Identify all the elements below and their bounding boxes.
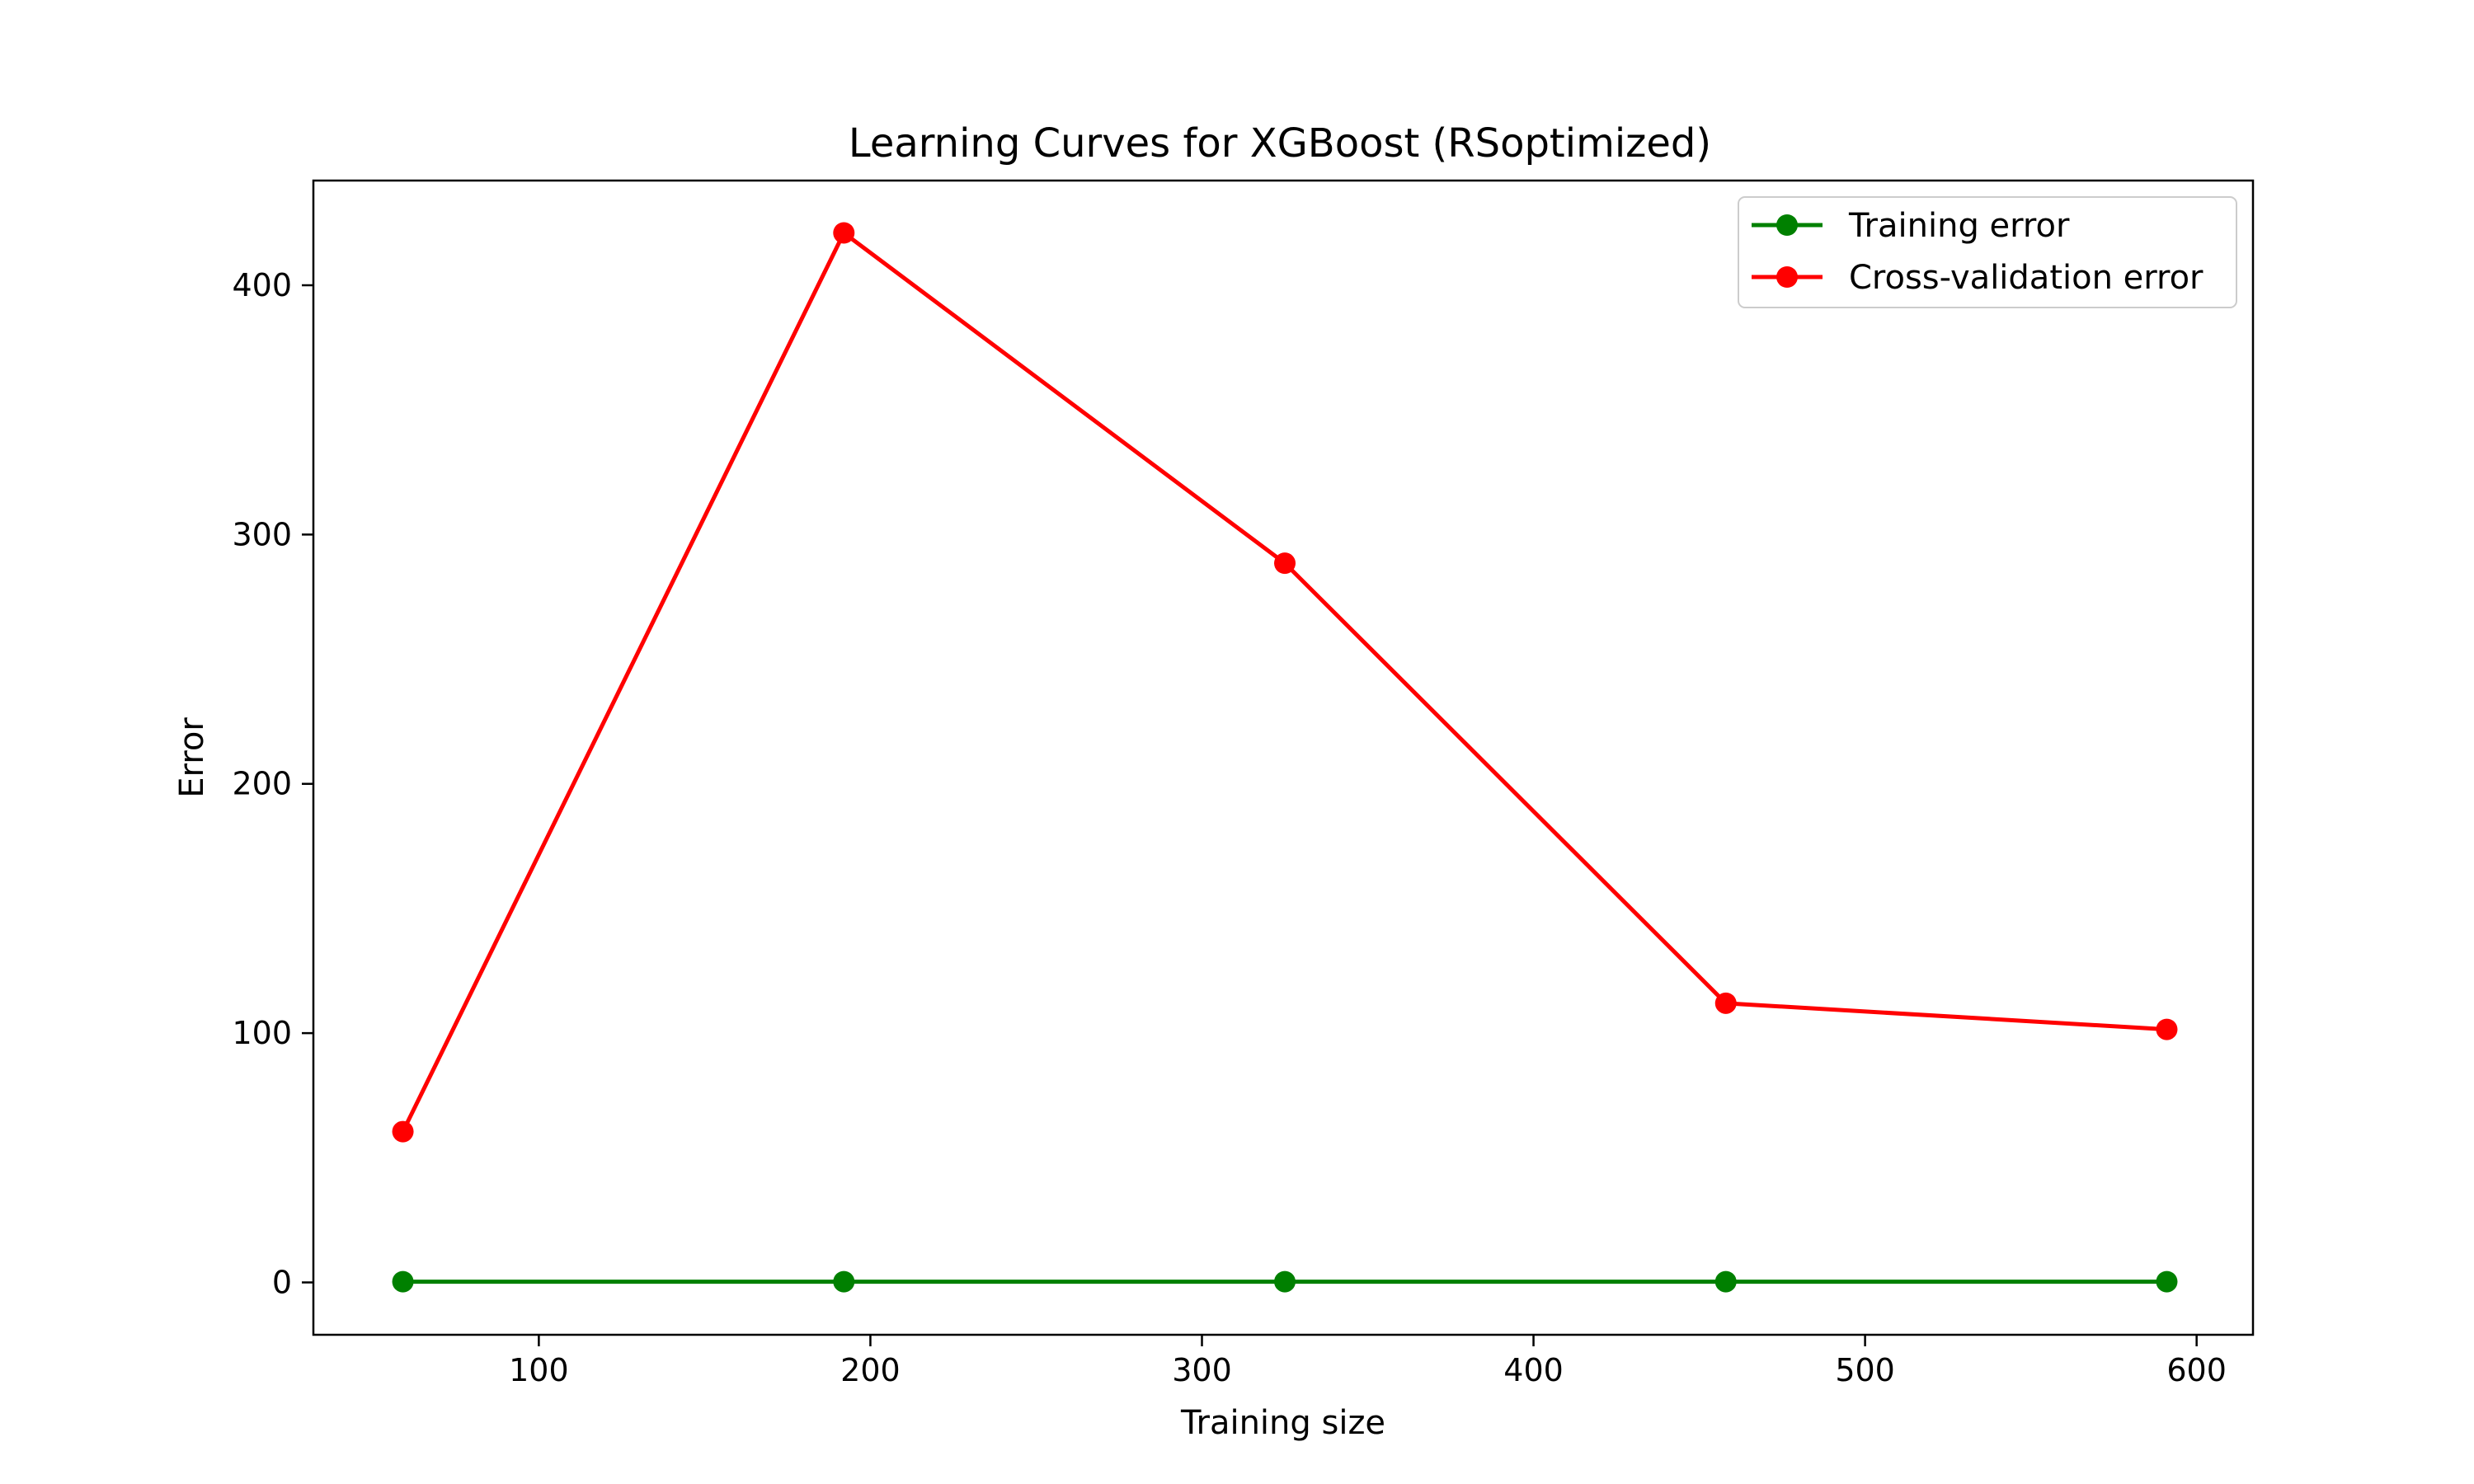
y-tick-label: 400: [232, 267, 292, 303]
series-lines: [401, 230, 2167, 1284]
y-axis-label: Error: [173, 717, 211, 798]
training-error-point: [392, 1270, 414, 1293]
cv-error-point: [1714, 992, 1737, 1014]
training-error-point: [1274, 1270, 1296, 1293]
legend-marker-cv: [1776, 266, 1798, 288]
y-tick-label: 100: [232, 1015, 292, 1051]
legend-label-cv: Cross-validation error: [1849, 259, 2204, 297]
x-tick-label: 200: [840, 1352, 901, 1388]
cv-error-point: [833, 222, 855, 244]
x-tick-label: 600: [2166, 1352, 2227, 1388]
x-tick-label: 300: [1172, 1352, 1232, 1388]
cv-error-point: [1274, 552, 1296, 575]
x-tick-label: 400: [1503, 1352, 1564, 1388]
series-points: [392, 222, 2178, 1293]
legend-marker-training: [1776, 214, 1798, 236]
training-error-point: [833, 1270, 855, 1293]
cv-error-line: [401, 230, 2167, 1133]
cv-error-point: [392, 1120, 414, 1143]
legend-box: [1738, 196, 2237, 308]
plot-area: [312, 179, 2255, 1336]
axis-ticks: 100 200 300 400 500 600 0 100 200 300 400: [232, 267, 2226, 1388]
legend: Training error Cross-validation error: [1738, 196, 2237, 308]
y-tick-label: 0: [272, 1265, 292, 1301]
y-tick-label: 300: [232, 516, 292, 552]
chart-title: Learning Curves for XGBoost (RSoptimized…: [849, 120, 1711, 167]
x-axis-label: Training size: [1180, 1404, 1385, 1442]
cv-error-point: [2156, 1018, 2178, 1040]
x-tick-label: 500: [1835, 1352, 1895, 1388]
x-tick-label: 100: [509, 1352, 569, 1388]
legend-label-training: Training error: [1848, 207, 2070, 245]
training-error-point: [1714, 1270, 1737, 1293]
y-tick-label: 200: [232, 766, 292, 802]
training-error-point: [2156, 1270, 2178, 1293]
